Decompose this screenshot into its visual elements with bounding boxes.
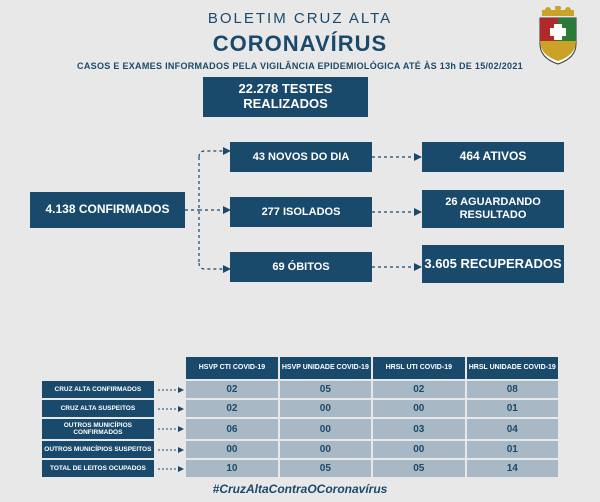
header: BOLETIM CRUZ ALTA CORONAVÍRUS CASOS E EX… xyxy=(0,0,600,71)
row-arrow-icon xyxy=(156,460,184,477)
table-cell: 05 xyxy=(373,460,464,477)
box-isolados: 277 ISOLADOS xyxy=(230,197,372,227)
table-cell: 05 xyxy=(280,460,371,477)
table-row: CRUZ ALTA CONFIRMADOS02050208 xyxy=(42,381,558,398)
stats-diagram: 22.278 TESTESREALIZADOS 4.138 CONFIRMADO… xyxy=(0,77,600,337)
table-row: CRUZ ALTA SUSPEITOS02000001 xyxy=(42,400,558,417)
table-cell: 01 xyxy=(467,441,558,458)
hospital-table: HSVP CTI COVID-19 HSVP UNIDADE COVID-19 … xyxy=(40,355,560,479)
table-cell: 01 xyxy=(467,400,558,417)
row-header: CRUZ ALTA SUSPEITOS xyxy=(42,400,154,417)
table-cell: 03 xyxy=(373,419,464,439)
table-cell: 00 xyxy=(280,419,371,439)
col-header: HRSL UNIDADE COVID-19 xyxy=(467,357,558,379)
city-crest-icon xyxy=(534,6,582,66)
row-arrow-icon xyxy=(156,400,184,417)
row-arrow-icon xyxy=(156,441,184,458)
table-row: OUTROS MUNICÍPIOS CONFIRMADOS 06000304 xyxy=(42,419,558,439)
table-cell: 02 xyxy=(186,381,277,398)
table-cell: 02 xyxy=(186,400,277,417)
disease-title: CORONAVÍRUS xyxy=(0,31,600,57)
table-cell: 02 xyxy=(373,381,464,398)
table-cell: 00 xyxy=(280,400,371,417)
table-cell: 06 xyxy=(186,419,277,439)
box-confirmados: 4.138 CONFIRMADOS xyxy=(30,192,185,228)
box-ativos: 464 ATIVOS xyxy=(422,142,564,172)
col-header: HRSL UTI COVID-19 xyxy=(373,357,464,379)
box-obitos: 69 ÓBITOS xyxy=(230,252,372,282)
table-cell: 10 xyxy=(186,460,277,477)
box-aguardando: 26 AGUARDANDORESULTADO xyxy=(422,190,564,228)
row-arrow-icon xyxy=(156,381,184,398)
col-header: HSVP CTI COVID-19 xyxy=(186,357,277,379)
table-row: OUTROS MUNICÍPIOS SUSPEITOS00000001 xyxy=(42,441,558,458)
col-header: HSVP UNIDADE COVID-19 xyxy=(280,357,371,379)
table-cell: 00 xyxy=(373,400,464,417)
row-header: TOTAL DE LEITOS OCUPADOS xyxy=(42,460,154,477)
subtitle: CASOS E EXAMES INFORMADOS PELA VIGILÂNCI… xyxy=(0,61,600,71)
box-recuperados: 3.605 RECUPERADOS xyxy=(422,245,564,283)
table-cell: 08 xyxy=(467,381,558,398)
connector-left xyxy=(185,137,231,277)
hashtag: #CruzAltaContraOCoronavírus xyxy=(0,482,600,496)
box-testes: 22.278 TESTESREALIZADOS xyxy=(203,77,368,117)
table-cell: 00 xyxy=(280,441,371,458)
box-novos: 43 NOVOS DO DIA xyxy=(230,142,372,172)
table-cell: 05 xyxy=(280,381,371,398)
row-arrow-icon xyxy=(156,419,184,439)
connector-top xyxy=(372,151,422,163)
table-cell: 00 xyxy=(186,441,277,458)
row-header: CRUZ ALTA CONFIRMADOS xyxy=(42,381,154,398)
row-header: OUTROS MUNICÍPIOS SUSPEITOS xyxy=(42,441,154,458)
table-cell: 04 xyxy=(467,419,558,439)
table-blank xyxy=(156,357,184,379)
connector-mid xyxy=(372,206,422,218)
table-blank xyxy=(42,357,154,379)
bulletin-title: BOLETIM CRUZ ALTA xyxy=(0,10,600,27)
table-cell: 00 xyxy=(373,441,464,458)
table-row: TOTAL DE LEITOS OCUPADOS10050514 xyxy=(42,460,558,477)
connector-bot xyxy=(372,261,422,273)
table-cell: 14 xyxy=(467,460,558,477)
row-header: OUTROS MUNICÍPIOS CONFIRMADOS xyxy=(42,419,154,439)
